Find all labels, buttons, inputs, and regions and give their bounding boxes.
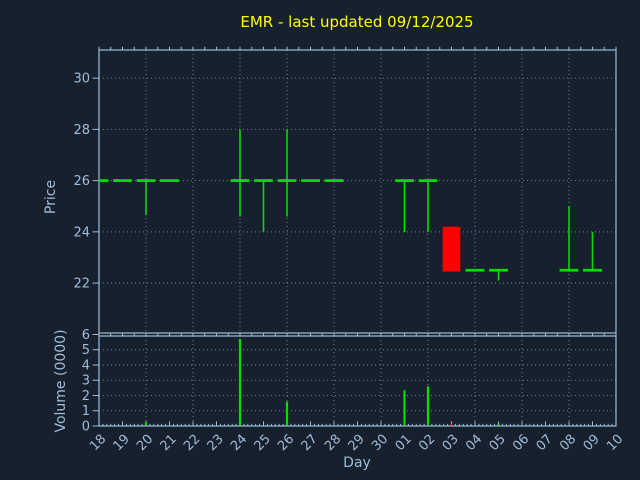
volume-tick-label: 5 [82, 343, 90, 358]
x-tick-label-group: 24 [228, 432, 250, 454]
x-tick-label: 05 [487, 432, 509, 454]
volume-tick-label: 6 [82, 328, 90, 343]
price-tick-label: 26 [73, 174, 90, 189]
x-tick-label-group: 29 [346, 432, 368, 454]
price-tick-label: 28 [73, 123, 90, 138]
x-tick-label-group: 19 [111, 432, 133, 454]
x-tick-label: 21 [158, 432, 180, 454]
volume-tick-label: 0 [82, 420, 90, 435]
x-tick-label: 30 [369, 432, 391, 454]
x-tick-label: 28 [322, 432, 344, 454]
x-tick-label-group: 26 [275, 432, 297, 454]
x-tick-label: 18 [87, 432, 109, 454]
x-tick-label-group: 06 [510, 432, 532, 454]
day-axis-label: Day [343, 455, 371, 471]
x-tick-label-group: 18 [87, 432, 109, 454]
x-tick-label: 10 [604, 432, 626, 454]
x-tick-label-group: 03 [440, 432, 462, 454]
x-tick-label-group: 10 [604, 432, 626, 454]
x-tick-label: 20 [134, 432, 156, 454]
x-tick-label-group: 08 [557, 432, 579, 454]
x-tick-label-group: 02 [416, 432, 438, 454]
x-tick-label: 04 [463, 432, 485, 454]
x-tick-label: 08 [557, 432, 579, 454]
x-tick-label-group: 27 [299, 432, 321, 454]
x-tick-label: 03 [440, 432, 462, 454]
x-tick-label: 26 [275, 432, 297, 454]
volume-tick-label: 4 [82, 358, 90, 373]
price-tick-label: 22 [73, 277, 90, 292]
x-tick-label-group: 20 [134, 432, 156, 454]
x-tick-label: 23 [205, 432, 227, 454]
x-tick-label-group: 21 [158, 432, 180, 454]
x-tick-label-group: 22 [181, 432, 203, 454]
x-tick-label-group: 05 [487, 432, 509, 454]
price-tick-label: 30 [73, 72, 90, 87]
price-tick-label: 24 [73, 225, 90, 240]
volume-tick-label: 2 [82, 389, 90, 404]
x-tick-label-group: 07 [534, 432, 556, 454]
x-tick-label: 22 [181, 432, 203, 454]
x-tick-label: 06 [510, 432, 532, 454]
volume-tick-label: 3 [82, 374, 90, 389]
x-tick-label-group: 30 [369, 432, 391, 454]
x-tick-label-group: 23 [205, 432, 227, 454]
x-tick-label: 01 [393, 432, 415, 454]
x-tick-label: 24 [228, 432, 250, 454]
x-tick-label-group: 01 [393, 432, 415, 454]
x-tick-label: 27 [299, 432, 321, 454]
x-tick-label: 19 [111, 432, 133, 454]
x-tick-label-group: 09 [581, 432, 603, 454]
x-tick-label: 25 [252, 432, 274, 454]
x-tick-label: 29 [346, 432, 368, 454]
volume-panel-border [98, 335, 617, 427]
x-tick-label: 02 [416, 432, 438, 454]
candle-body [442, 226, 461, 272]
volume-tick-label: 1 [82, 404, 90, 419]
x-tick-label-group: 25 [252, 432, 274, 454]
chart-title: EMR - last updated 09/12/2025 [240, 13, 474, 31]
x-tick-label-group: 28 [322, 432, 344, 454]
x-tick-label-group: 04 [463, 432, 485, 454]
x-tick-label: 07 [534, 432, 556, 454]
price-panel-border [98, 49, 617, 334]
x-tick-label: 09 [581, 432, 603, 454]
